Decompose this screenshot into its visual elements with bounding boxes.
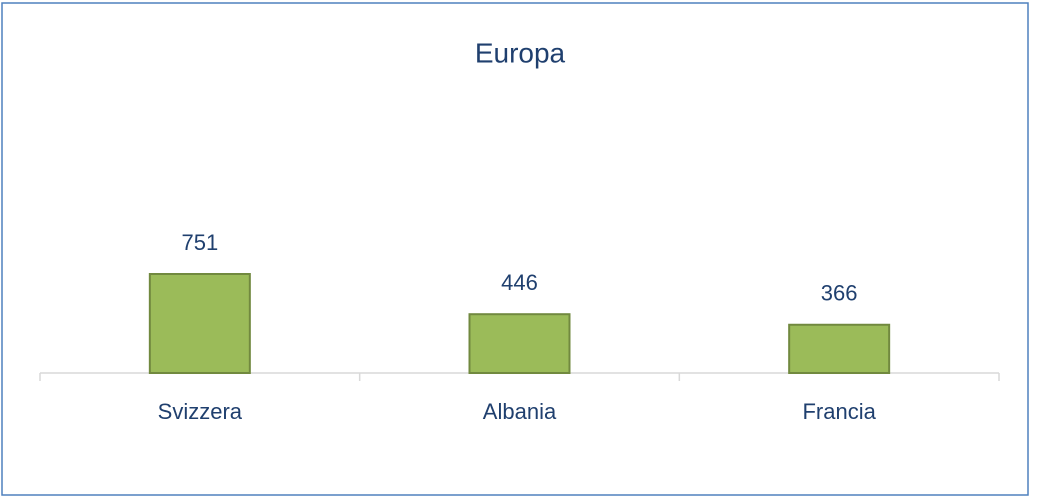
x-tick-label: Albania [483,399,557,424]
x-tick-label: Francia [802,399,876,424]
bar [468,313,571,374]
chart-title: Europa [475,37,566,68]
bar [148,273,251,374]
data-label: 446 [501,270,538,295]
bar [788,323,891,374]
data-label: 751 [181,230,218,255]
data-label: 366 [821,281,858,306]
x-tick-label: Svizzera [158,399,243,424]
